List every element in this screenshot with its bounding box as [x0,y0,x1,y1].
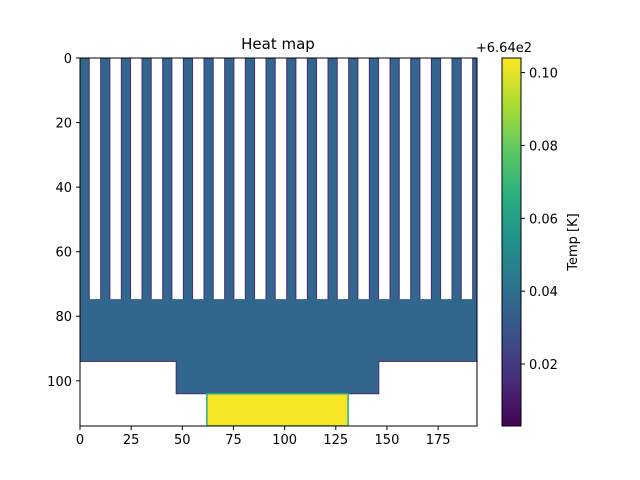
x-tick-label: 100 [272,433,297,448]
base-plate-region [80,299,477,362]
fin-9 [244,58,256,301]
fin-1 [80,58,90,301]
fin-10 [265,58,276,301]
x-tick-label: 0 [76,433,84,448]
fin-14 [348,58,359,301]
colorbar [501,57,522,427]
seam-cover [176,360,379,363]
colorbar-offset-text: +6.64e2 [476,41,532,56]
colorbar-tick-label: 0.08 [529,139,558,154]
plot-frame [79,57,478,427]
colorbar-tick-label: 0.04 [529,285,558,300]
fin-16 [389,58,400,301]
heatmap-regions [80,58,477,426]
x-tick-label: 25 [123,433,140,448]
spreader-region [175,360,380,395]
chart-title: Heat map [241,35,315,53]
y-tick-label: 20 [55,117,72,132]
fin-5 [162,58,173,301]
fin-17 [410,58,421,301]
x-tick-label: 50 [174,433,191,448]
colorbar-tick-label: 0.06 [529,212,558,227]
fin-7 [203,58,214,301]
colorbar-axis: 0.02 0.04 0.06 0.08 0.10 [521,67,558,373]
y-tick-label: 100 [47,375,72,390]
fin-8 [224,58,235,301]
fin-2 [100,58,111,301]
y-tick-label: 80 [55,310,72,325]
fin-4 [141,58,152,301]
fin-6 [182,58,194,301]
y-tick-label: 40 [55,181,72,196]
colorbar-tick-label: 0.10 [529,67,558,82]
fin-11 [286,58,297,301]
fin-12 [306,58,318,301]
fin-15 [368,58,380,301]
colorbar-tick-label: 0.02 [529,358,558,373]
fin-19 [451,58,462,301]
heat-source-region [206,392,349,426]
y-tick-label: 0 [64,52,72,67]
x-axis: 0 25 50 75 100 125 150 175 [76,426,451,448]
colorbar-label: Temp [K] [566,213,581,271]
x-tick-label: 150 [375,433,400,448]
fin-13 [327,58,338,301]
y-tick-label: 60 [55,246,72,261]
fin-18 [430,58,442,301]
x-tick-label: 75 [225,433,242,448]
seam-cover [80,299,477,302]
fin-20 [472,58,477,301]
fin-3 [120,58,132,301]
x-tick-label: 125 [323,433,348,448]
x-tick-label: 175 [426,433,451,448]
y-axis: 0 20 40 60 80 100 [47,52,80,390]
